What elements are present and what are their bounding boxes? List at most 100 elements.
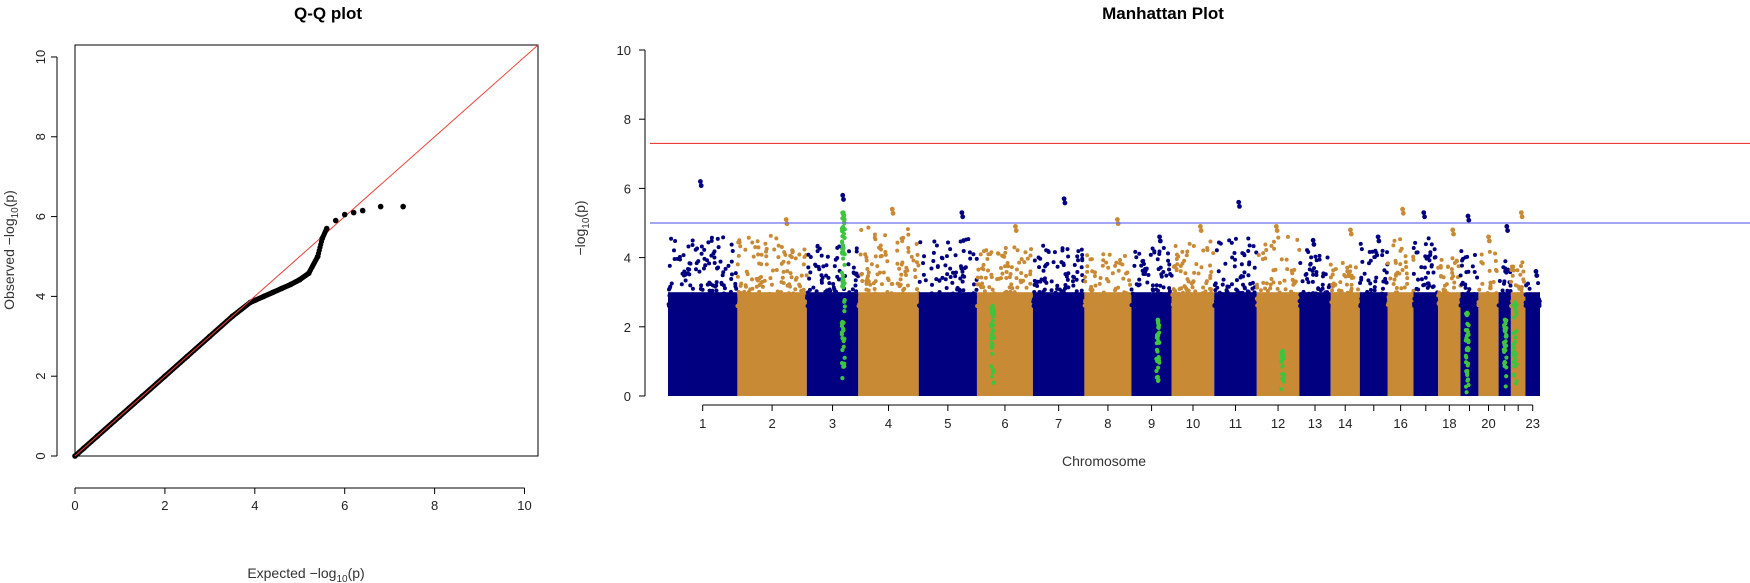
peak-snp-point (1533, 269, 1539, 274)
snp-point (1246, 236, 1251, 241)
snp-point (1141, 300, 1146, 305)
snp-point (1209, 270, 1214, 275)
snp-point (1155, 257, 1160, 262)
highlighted-snp-point (1514, 379, 1519, 384)
snp-point (1368, 287, 1373, 292)
highlighted-snp-point (1154, 368, 1159, 374)
highlighted-snp-point (1156, 355, 1161, 360)
snp-point (940, 275, 945, 280)
snp-point (996, 292, 1001, 297)
snp-point (916, 303, 921, 308)
snp-point (883, 249, 888, 254)
snp-point (1450, 270, 1455, 275)
snp-point (934, 277, 939, 282)
snp-point (889, 291, 894, 296)
chromosome-2-bulk (737, 292, 807, 396)
snp-point (1025, 303, 1030, 308)
chromosome-3-points (804, 192, 861, 396)
snp-point (906, 246, 911, 251)
snp-point (772, 299, 777, 304)
snp-point (1164, 273, 1169, 278)
snp-point (1003, 246, 1008, 251)
snp-point (1043, 263, 1048, 268)
snp-point (900, 304, 905, 309)
snp-point (906, 232, 911, 237)
peak-snp-point (1519, 214, 1525, 220)
snp-point (1318, 288, 1323, 293)
snp-point (1169, 273, 1174, 278)
snp-point (1039, 293, 1044, 298)
snp-point (1452, 261, 1457, 266)
snp-point (687, 272, 692, 277)
snp-point (1167, 289, 1172, 294)
highlighted-snp-point (1281, 372, 1286, 377)
qq-point (287, 281, 294, 288)
snp-point (1095, 303, 1100, 308)
snp-point (1204, 281, 1209, 286)
snp-point (1141, 271, 1146, 276)
snp-point (1486, 296, 1491, 301)
qq-y-axis-label: Observed −log10(p) (1, 190, 21, 310)
snp-point (1432, 247, 1437, 252)
snp-point (1380, 248, 1385, 253)
snp-point (1097, 281, 1102, 286)
chromosome-9-bulk (1131, 292, 1172, 396)
peak-snp-point (1198, 228, 1204, 234)
snp-point (788, 284, 793, 289)
snp-point (1313, 291, 1318, 296)
snp-point (782, 293, 787, 298)
snp-point (1233, 257, 1238, 262)
snp-point (1217, 290, 1222, 295)
snp-point (1462, 303, 1467, 308)
snp-point (911, 258, 916, 263)
snp-point (763, 241, 768, 246)
snp-point (757, 289, 762, 294)
snp-point (788, 253, 793, 258)
snp-point (1276, 235, 1281, 240)
snp-point (936, 302, 941, 307)
snp-point (1405, 276, 1410, 281)
snp-point (1338, 280, 1343, 285)
chromosome-4-points (856, 206, 921, 396)
snp-point (974, 256, 979, 261)
snp-point (978, 301, 983, 306)
snp-point (827, 281, 832, 286)
snp-point (1037, 265, 1042, 270)
snp-point (799, 273, 804, 278)
highlighted-snp-point (1513, 351, 1519, 356)
highlighted-snp-point (841, 231, 847, 236)
snp-point (989, 272, 994, 277)
snp-point (932, 292, 937, 297)
snp-point (1041, 243, 1046, 248)
peak-snp-point (1013, 224, 1018, 229)
snp-point (715, 236, 720, 241)
snp-point (1419, 277, 1424, 282)
snp-point (898, 277, 903, 282)
chromosome-6-bulk (976, 292, 1033, 396)
snp-point (1306, 249, 1311, 254)
snp-point (716, 295, 721, 300)
snp-point (1053, 303, 1058, 308)
snp-point (853, 283, 858, 288)
snp-point (1277, 290, 1282, 295)
snp-point (1411, 245, 1416, 250)
snp-point (750, 286, 755, 291)
snp-point (1074, 289, 1079, 294)
snp-point (728, 289, 733, 294)
snp-point (669, 281, 674, 286)
chromosome-9-points (1129, 234, 1174, 396)
snp-point (768, 276, 773, 281)
snp-point (1487, 249, 1492, 254)
snp-point (811, 285, 816, 290)
snp-point (1057, 303, 1062, 308)
snp-point (1425, 281, 1430, 286)
snp-point (1400, 268, 1405, 273)
snp-point (672, 257, 677, 262)
snp-point (1250, 304, 1255, 309)
snp-point (1279, 257, 1284, 262)
snp-point (1388, 299, 1393, 304)
snp-point (1488, 280, 1493, 285)
snp-point (1479, 260, 1484, 265)
snp-point (1029, 294, 1034, 299)
snp-point (687, 297, 692, 302)
